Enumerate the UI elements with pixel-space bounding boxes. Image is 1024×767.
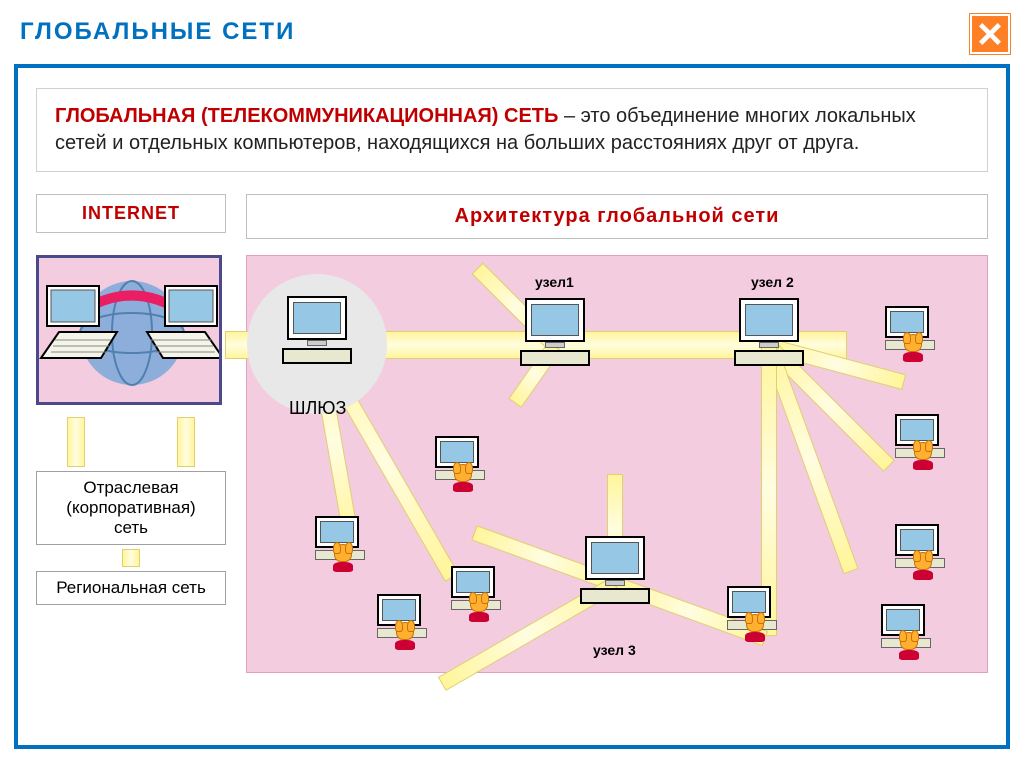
def-dash: – <box>558 105 580 127</box>
user-station-icon <box>315 516 371 578</box>
definition-box: ГЛОБАЛЬНАЯ (ТЕЛЕКОММУНИКАЦИОННАЯ) СЕТЬ –… <box>36 88 988 172</box>
page-title: ГЛОБАЛЬНЫЕ СЕТИ <box>0 0 1024 46</box>
internet-label: INTERNET <box>36 194 226 233</box>
computer-icon <box>733 298 805 376</box>
corp-line1: Отраслевая <box>41 478 221 498</box>
left-column: INTERNET <box>36 194 226 673</box>
user-station-icon <box>881 604 937 666</box>
node-label: узел 3 <box>593 642 636 658</box>
close-button[interactable] <box>970 14 1010 54</box>
corp-line2: (корпоративная) <box>41 498 221 518</box>
user-station-icon <box>895 524 951 586</box>
definition-term: ГЛОБАЛЬНАЯ (ТЕЛЕКОММУНИКАЦИОННАЯ) СЕТЬ <box>55 105 558 127</box>
definition-text: ГЛОБАЛЬНАЯ (ТЕЛЕКОММУНИКАЦИОННАЯ) СЕТЬ –… <box>55 103 969 157</box>
regional-net-label: Региональная сеть <box>36 571 226 605</box>
close-icon <box>976 20 1004 48</box>
user-station-icon <box>727 586 783 648</box>
internet-illustration <box>36 255 222 405</box>
main-frame: ГЛОБАЛЬНАЯ (ТЕЛЕКОММУНИКАЦИОННАЯ) СЕТЬ –… <box>14 64 1010 749</box>
user-station-icon <box>377 594 433 656</box>
user-station-icon <box>435 436 491 498</box>
user-station-icon <box>885 306 941 368</box>
connector-icon <box>122 549 140 567</box>
computer-icon <box>281 296 353 374</box>
user-station-icon <box>895 414 951 476</box>
connector-icon <box>67 417 85 467</box>
architecture-title: Архитектура глобальной сети <box>246 194 988 239</box>
right-column: Архитектура глобальной сети ШЛЮЗ узел1 узе… <box>246 194 988 673</box>
corp-line3: сеть <box>41 518 221 538</box>
computer-icon <box>519 298 591 376</box>
node-label: узел1 <box>535 274 574 290</box>
connector-icon <box>177 417 195 467</box>
architecture-diagram: ШЛЮЗ узел1 узел 2 узел 3 <box>246 255 988 673</box>
globe-computers-icon <box>39 258 222 405</box>
corporate-net-label: Отраслевая (корпоративная) сеть <box>36 471 226 545</box>
computer-icon <box>579 536 651 614</box>
user-station-icon <box>451 566 507 628</box>
node-label: узел 2 <box>751 274 794 290</box>
node-label: ШЛЮЗ <box>289 398 346 419</box>
